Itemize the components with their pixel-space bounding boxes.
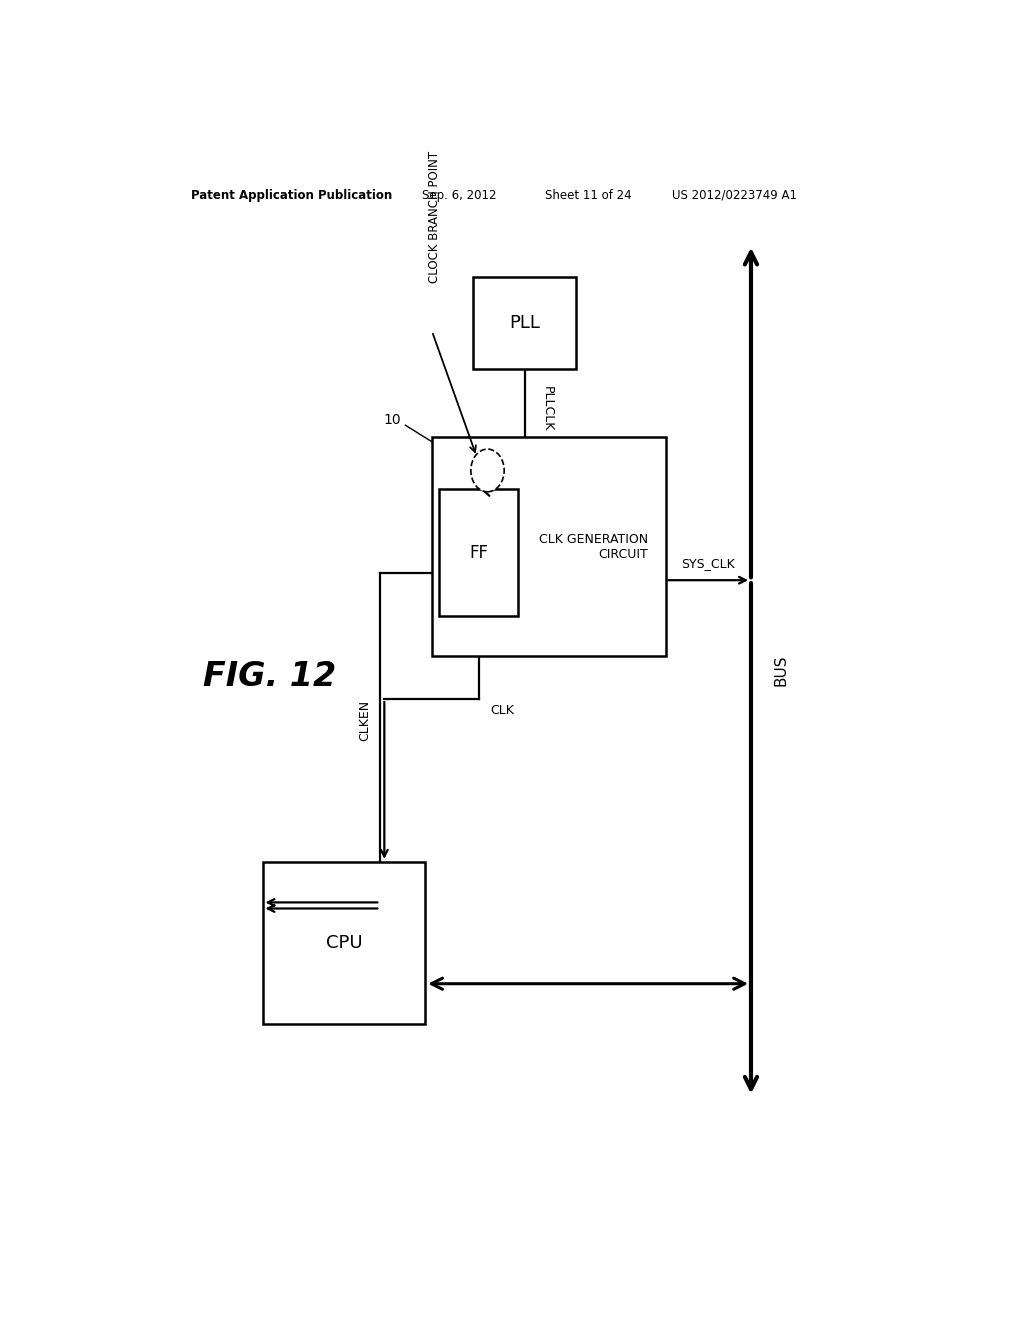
Text: Sep. 6, 2012: Sep. 6, 2012	[422, 189, 497, 202]
Text: FIG. 12: FIG. 12	[204, 660, 337, 693]
Text: CLOCK BRANCH POINT: CLOCK BRANCH POINT	[428, 152, 440, 284]
Text: 10: 10	[383, 413, 400, 428]
Bar	[262, 862, 425, 1024]
Text: CLKEN: CLKEN	[357, 700, 371, 741]
Text: BUS: BUS	[773, 655, 788, 686]
Circle shape	[471, 449, 504, 492]
Text: CLK: CLK	[490, 704, 514, 717]
Text: Sheet 11 of 24: Sheet 11 of 24	[545, 189, 631, 202]
Bar	[439, 490, 518, 616]
Text: US 2012/0223749 A1: US 2012/0223749 A1	[672, 189, 797, 202]
Text: PLL: PLL	[509, 314, 541, 333]
Bar	[473, 277, 577, 368]
Bar	[431, 437, 666, 656]
Text: SYS_CLK: SYS_CLK	[681, 557, 735, 570]
Text: CLK GENERATION
CIRCUIT: CLK GENERATION CIRCUIT	[539, 533, 648, 561]
Text: FF: FF	[469, 544, 488, 562]
Text: PLLCLK: PLLCLK	[541, 387, 554, 432]
Text: Patent Application Publication: Patent Application Publication	[191, 189, 393, 202]
Text: CPU: CPU	[326, 935, 362, 952]
